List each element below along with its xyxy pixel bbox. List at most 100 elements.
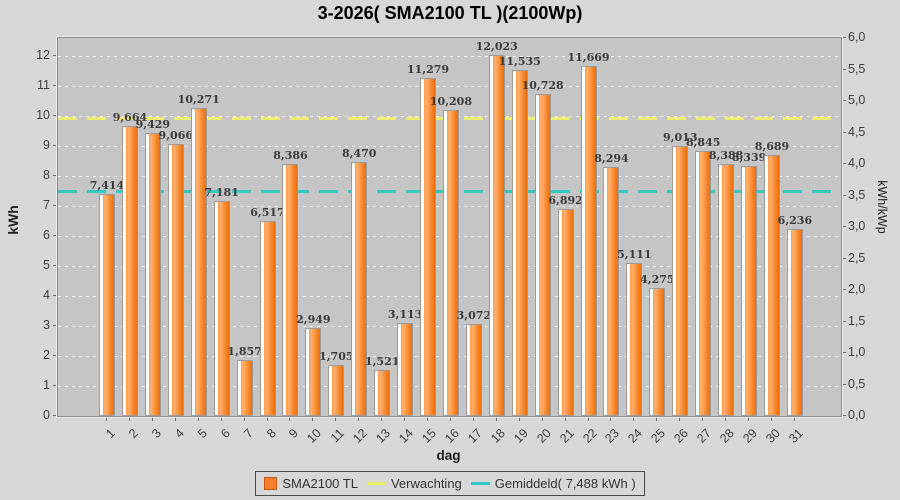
y-axis-tickmark-right [843,320,846,322]
y-axis-tickmark-right [843,352,846,353]
y-axis-tickmark-right [843,100,846,101]
y-axis-tick-left: 4 [43,288,50,302]
bar-day-19[interactable] [511,69,528,416]
y-axis-tickmark-left [53,205,56,206]
legend-box: SMA2100 TL Verwachting Gemiddeld( 7,488 … [255,471,645,496]
gridline [58,56,841,57]
x-axis-tickmark [312,418,314,421]
legend-verwachting-label: Verwachting [390,476,462,491]
bar-value-label: 1,857 [227,345,262,359]
x-axis-label: dag [436,448,461,463]
x-axis-tickmark [151,418,153,421]
y-axis-label-right: kWh/kWp [875,180,889,234]
bar-day-11[interactable] [328,364,345,416]
bar-day-16[interactable] [442,109,459,416]
bar-day-10[interactable] [305,327,322,416]
chart-title: 3-2026( SMA2100 TL )(2100Wp) [317,3,583,23]
bar-value-label: 8,845 [685,135,721,149]
bar-day-7[interactable] [236,360,253,416]
y-axis-tick-left: 9 [43,138,50,152]
bar-day-3[interactable] [144,133,161,416]
y-axis-tick-right: 3,0 [848,219,866,233]
bar-day-4[interactable] [167,144,184,416]
bar-day-12[interactable] [351,161,368,416]
y-axis-tickmark-right [843,289,846,290]
bar-day-31[interactable] [786,228,803,416]
y-axis-tickmark-right [843,383,846,385]
bar-day-21[interactable] [557,209,574,416]
y-axis-tickmark-left [53,415,56,416]
bar-day-29[interactable] [741,165,758,416]
bar-day-1[interactable] [99,193,115,416]
bar-day-18[interactable] [488,55,505,416]
x-axis-tickmark [358,418,360,421]
y-axis-tickmark-left [53,85,56,86]
y-axis-tick-right: 4,5 [848,124,866,139]
bar-value-label: 6,517 [250,205,285,219]
y-axis-tickmark-left [53,325,56,326]
x-axis-tickmark [381,418,383,421]
legend-series-label: SMA2100 TL [282,476,358,491]
y-axis-tick-left: 12 [36,48,50,62]
bar-day-14[interactable] [397,322,414,416]
x-axis-tickmark [587,418,589,421]
y-axis-tickmark-left [53,385,56,386]
x-axis-tickmark [449,418,451,421]
y-axis-tickmark-right [843,194,846,196]
gridline [58,86,841,87]
bar-day-22[interactable] [580,65,597,416]
bar-value-label: 4,275 [640,272,675,286]
bar-value-label: 8,470 [341,146,377,160]
bar-value-label: 10,271 [177,92,220,106]
bar-value-label: 10,208 [429,94,472,108]
gemiddeld-line-icon [470,482,490,485]
bar-day-13[interactable] [374,370,391,416]
x-axis-tickmark [243,418,245,421]
x-axis-tickmark [335,418,337,421]
y-axis-tick-left: 1 [43,378,50,392]
bar-day-8[interactable] [259,220,276,416]
bar-day-26[interactable] [672,145,689,416]
bar-day-30[interactable] [763,155,780,416]
bar-day-15[interactable] [420,77,437,416]
y-axis-tickmark-right [843,257,846,259]
y-axis-tick-right: 0,5 [848,376,866,391]
bar-day-5[interactable] [190,107,207,416]
y-axis-tick-right: 4,0 [848,156,866,170]
x-axis-tickmark [633,418,635,421]
x-axis-tickmark [679,418,681,421]
bar-day-6[interactable] [213,200,230,416]
bar-day-20[interactable] [534,94,551,416]
x-axis-tickmark [793,418,795,421]
x-axis-tickmark [427,418,429,421]
bar-day-23[interactable] [603,167,620,416]
bar-value-label: 9,429 [135,118,171,132]
x-axis-tickmark [495,418,497,421]
bar-value-label: 7,414 [89,178,125,192]
plot-area: 7,414 9,664 9,429 9,066 10,271 7,181 1,857 6,51… [56,36,843,418]
bar-value-label: 8,294 [594,152,629,166]
x-axis-tickmark [564,418,566,421]
bar-value-label: 8,339 [731,150,767,164]
bar-value-label: 8,388 [708,149,744,163]
x-axis-tickmark [404,418,406,421]
bar-day-9[interactable] [282,164,299,416]
x-axis-tickmark [610,418,612,421]
legend-gemiddeld-label: Gemiddeld( 7,488 kWh ) [494,476,636,491]
bar-value-label: 9,013 [663,130,698,144]
y-axis-tick-right: 6,0 [848,30,866,44]
bar-day-27[interactable] [695,150,712,416]
y-axis-tick-right: 5,5 [848,61,866,76]
x-axis-tickmark [174,418,176,421]
y-axis-tick-left: 11 [37,78,50,92]
bar-day-25[interactable] [649,287,666,416]
bar-value-label: 8,689 [754,140,790,154]
y-axis-tickmark-left [53,115,56,116]
bar-day-28[interactable] [718,164,735,416]
bar-day-24[interactable] [626,262,643,416]
bar-day-2[interactable] [121,126,138,416]
y-axis-tick-left: 2 [43,348,50,362]
bar-value-label: 6,892 [548,194,583,208]
bar-day-17[interactable] [465,323,482,416]
